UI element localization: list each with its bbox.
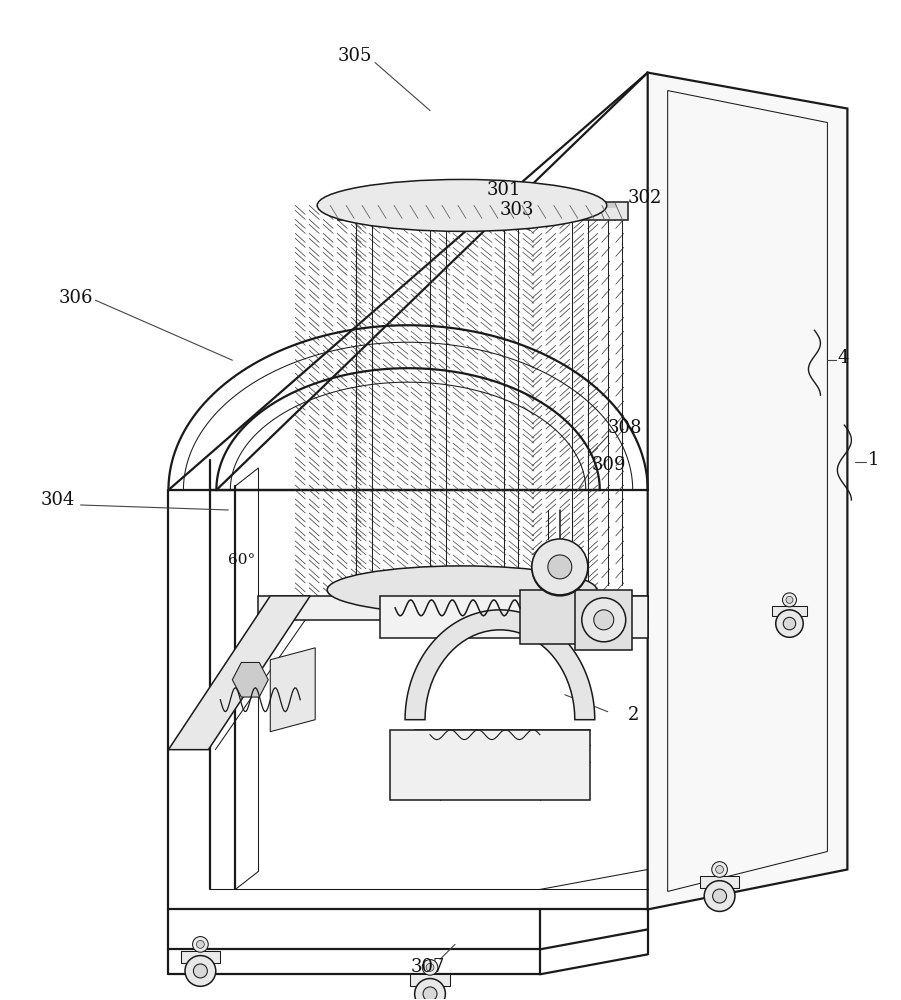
- Circle shape: [786, 596, 793, 603]
- Text: 301: 301: [487, 181, 522, 199]
- Polygon shape: [168, 596, 310, 750]
- Polygon shape: [338, 202, 628, 220]
- Circle shape: [423, 960, 438, 975]
- Circle shape: [776, 610, 803, 637]
- Circle shape: [782, 593, 796, 607]
- Circle shape: [532, 539, 587, 595]
- Polygon shape: [411, 974, 450, 986]
- Circle shape: [423, 987, 437, 1000]
- Text: 1: 1: [868, 451, 878, 469]
- Polygon shape: [181, 951, 220, 963]
- Circle shape: [783, 617, 796, 630]
- Circle shape: [196, 940, 205, 948]
- Polygon shape: [648, 73, 847, 909]
- Circle shape: [532, 540, 587, 596]
- Polygon shape: [700, 876, 739, 888]
- Polygon shape: [520, 590, 580, 644]
- Ellipse shape: [317, 179, 606, 231]
- Ellipse shape: [327, 566, 596, 614]
- Polygon shape: [405, 610, 595, 720]
- Text: 305: 305: [338, 47, 372, 65]
- Text: 309: 309: [592, 456, 626, 474]
- Polygon shape: [270, 648, 315, 732]
- Text: 2: 2: [628, 706, 639, 724]
- Circle shape: [548, 555, 572, 579]
- Text: 303: 303: [500, 201, 534, 219]
- Circle shape: [426, 963, 434, 971]
- Text: 4: 4: [837, 349, 849, 367]
- Polygon shape: [232, 662, 268, 697]
- Circle shape: [713, 889, 726, 903]
- Polygon shape: [380, 596, 648, 638]
- Polygon shape: [259, 596, 648, 620]
- Polygon shape: [772, 606, 807, 616]
- Circle shape: [594, 610, 614, 630]
- Circle shape: [705, 881, 735, 911]
- Circle shape: [715, 866, 724, 873]
- Circle shape: [414, 979, 445, 1000]
- Circle shape: [194, 964, 207, 978]
- Circle shape: [185, 956, 215, 986]
- Text: 306: 306: [59, 289, 93, 307]
- Text: 302: 302: [628, 189, 662, 207]
- Text: 307: 307: [411, 958, 445, 976]
- Text: 304: 304: [41, 491, 75, 509]
- Text: 308: 308: [608, 419, 642, 437]
- Polygon shape: [390, 730, 590, 800]
- Text: 60°: 60°: [228, 553, 256, 567]
- Circle shape: [712, 862, 727, 877]
- Circle shape: [193, 937, 208, 952]
- Polygon shape: [575, 590, 632, 650]
- Circle shape: [582, 598, 625, 642]
